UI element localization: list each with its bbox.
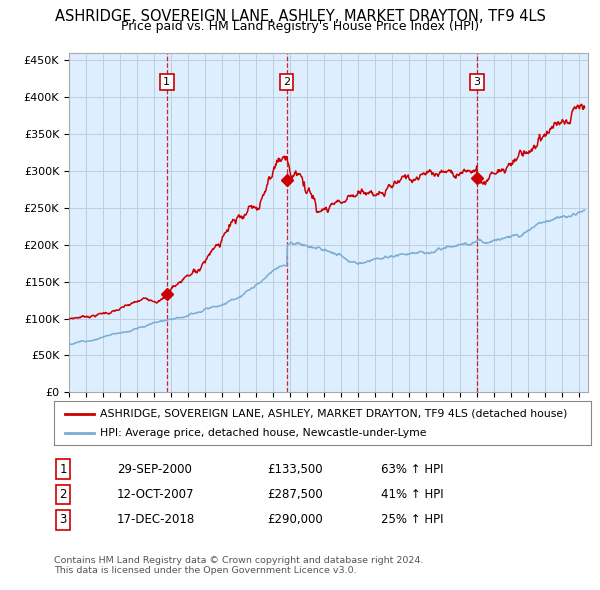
Text: ASHRIDGE, SOVEREIGN LANE, ASHLEY, MARKET DRAYTON, TF9 4LS: ASHRIDGE, SOVEREIGN LANE, ASHLEY, MARKET… bbox=[55, 9, 545, 24]
Text: £133,500: £133,500 bbox=[267, 463, 323, 476]
Text: 1: 1 bbox=[59, 463, 67, 476]
Text: 29-SEP-2000: 29-SEP-2000 bbox=[117, 463, 192, 476]
Text: 2: 2 bbox=[59, 488, 67, 501]
Text: 41% ↑ HPI: 41% ↑ HPI bbox=[381, 488, 443, 501]
Text: 1: 1 bbox=[163, 77, 170, 87]
Text: £287,500: £287,500 bbox=[267, 488, 323, 501]
Text: 63% ↑ HPI: 63% ↑ HPI bbox=[381, 463, 443, 476]
Text: 3: 3 bbox=[59, 513, 67, 526]
Text: 12-OCT-2007: 12-OCT-2007 bbox=[117, 488, 194, 501]
Text: HPI: Average price, detached house, Newcastle-under-Lyme: HPI: Average price, detached house, Newc… bbox=[100, 428, 426, 438]
Text: 25% ↑ HPI: 25% ↑ HPI bbox=[381, 513, 443, 526]
Text: 17-DEC-2018: 17-DEC-2018 bbox=[117, 513, 195, 526]
Text: £290,000: £290,000 bbox=[267, 513, 323, 526]
Text: Contains HM Land Registry data © Crown copyright and database right 2024.
This d: Contains HM Land Registry data © Crown c… bbox=[54, 556, 424, 575]
Text: 2: 2 bbox=[283, 77, 290, 87]
Text: 3: 3 bbox=[473, 77, 480, 87]
Text: Price paid vs. HM Land Registry's House Price Index (HPI): Price paid vs. HM Land Registry's House … bbox=[121, 20, 479, 33]
Text: ASHRIDGE, SOVEREIGN LANE, ASHLEY, MARKET DRAYTON, TF9 4LS (detached house): ASHRIDGE, SOVEREIGN LANE, ASHLEY, MARKET… bbox=[100, 409, 567, 418]
